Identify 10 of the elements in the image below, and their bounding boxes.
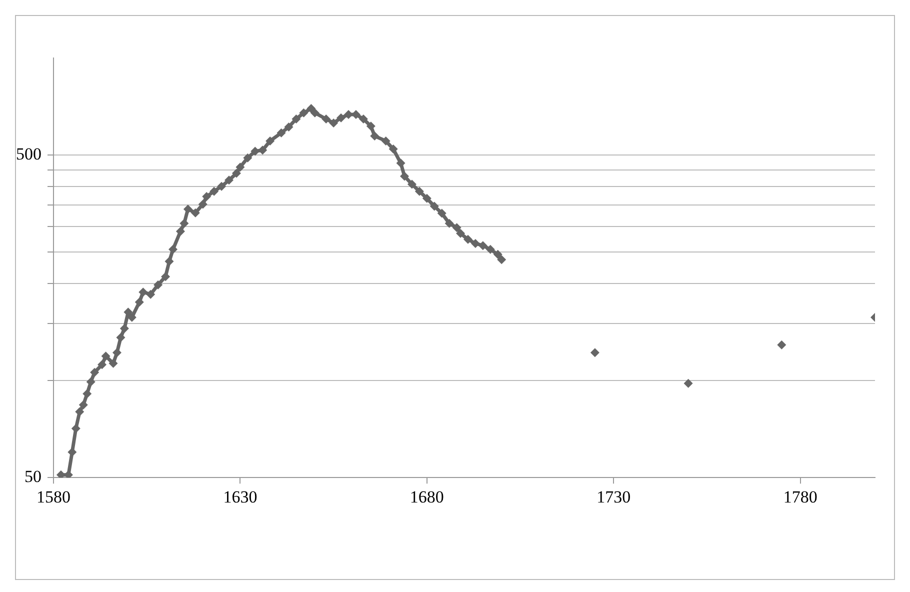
point bbox=[684, 378, 693, 388]
x-tick-label: 1630 bbox=[223, 487, 258, 506]
x-tick-label: 1730 bbox=[596, 487, 631, 506]
x-tick-label: 1780 bbox=[783, 487, 818, 506]
point bbox=[777, 340, 786, 350]
x-tick-label: 1680 bbox=[410, 487, 444, 506]
x-tick-label: 1580 bbox=[36, 487, 70, 506]
point bbox=[590, 348, 600, 358]
y-tick-label: 50 bbox=[24, 467, 42, 486]
y-tick-label: 500 bbox=[16, 144, 42, 164]
